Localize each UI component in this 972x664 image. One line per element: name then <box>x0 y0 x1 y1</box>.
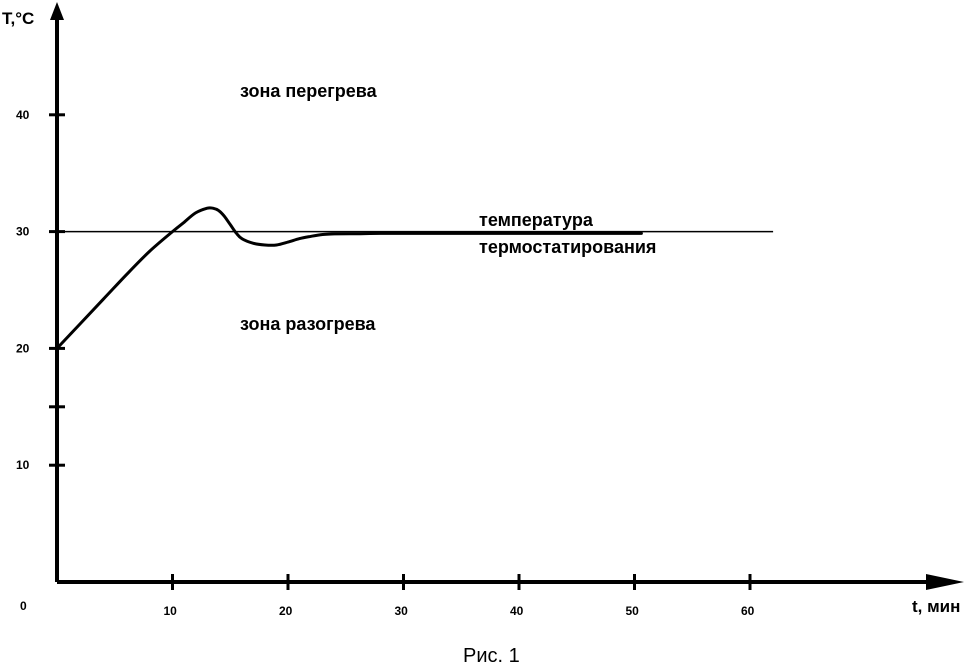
y-axis-arrow <box>50 2 64 20</box>
annotation-setpoint-line1: температура <box>479 210 594 230</box>
y-tick-label: 20 <box>16 341 30 355</box>
y-tick-label: 30 <box>16 225 30 239</box>
y-tick-label: 40 <box>16 108 30 122</box>
x-tick-label: 50 <box>626 604 640 618</box>
tick-marks <box>49 113 752 590</box>
x-axis-label: t, мин <box>912 597 960 616</box>
figure-caption: Рис. 1 <box>463 645 520 664</box>
x-tick-label: 30 <box>395 604 409 618</box>
x-tick-label: 60 <box>741 604 755 618</box>
origin-label: 0 <box>20 599 27 613</box>
x-tick-label: 20 <box>279 604 293 618</box>
annotation-overheat-zone: зона перегрева <box>240 81 378 101</box>
y-tick-label: 10 <box>16 458 30 472</box>
tick-labels: 10 20 30 40 50 60 10 20 30 40 <box>16 108 755 618</box>
annotation-heating-zone: зона разогрева <box>240 314 376 334</box>
axes <box>50 2 964 590</box>
x-tick-label: 40 <box>510 604 524 618</box>
x-axis-arrow <box>926 574 964 590</box>
x-tick-label: 10 <box>164 604 178 618</box>
y-axis-label: T,°C <box>2 9 34 28</box>
annotation-setpoint-line2: термостатирования <box>479 237 656 257</box>
series-line-temperature <box>55 206 643 350</box>
